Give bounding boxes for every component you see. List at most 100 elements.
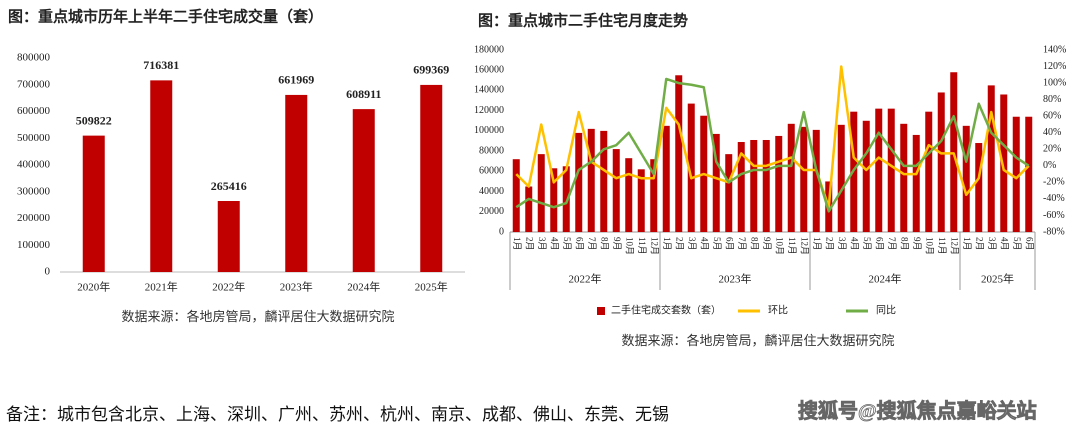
bar — [637, 169, 645, 232]
value-label: 699369 — [413, 63, 449, 77]
bar — [912, 134, 920, 232]
y-tick-label: 400000 — [17, 159, 51, 171]
bar — [537, 154, 545, 232]
x-tick-label: 6月 — [875, 237, 885, 251]
y2-tick-label: 0% — [1043, 160, 1056, 171]
x-tick-label: 7月 — [737, 237, 747, 251]
bar — [750, 139, 758, 232]
x-tick-label: 10月 — [625, 237, 635, 255]
x-tick-label: 2025年 — [415, 280, 448, 294]
bar — [352, 109, 375, 273]
bar — [82, 135, 105, 272]
x-tick-label: 2023年 — [280, 280, 313, 294]
bar — [975, 143, 983, 232]
group-label: 2024年 — [869, 272, 902, 286]
x-tick-label: 11月 — [787, 237, 797, 255]
bar — [650, 159, 658, 232]
y-tick-label: 40000 — [479, 186, 504, 197]
bar — [962, 125, 970, 232]
bar — [612, 149, 620, 232]
x-tick-label: 3月 — [987, 237, 997, 251]
bar — [862, 120, 870, 232]
y-tick-label: 20000 — [479, 206, 504, 217]
footnote: 备注：城市包含北京、上海、深圳、广州、苏州、杭州、南京、成都、佛山、东莞、无锡 — [6, 405, 669, 424]
value-label: 716381 — [143, 58, 179, 72]
bar — [950, 72, 958, 232]
x-tick-label: 11月 — [937, 237, 947, 255]
y-tick-label: 600000 — [17, 105, 51, 117]
bar — [1000, 94, 1008, 232]
y-tick-label: 0 — [45, 266, 51, 278]
bar — [762, 139, 770, 232]
x-tick-label: 9月 — [912, 237, 922, 251]
x-tick-label: 2024年 — [347, 280, 380, 294]
bar — [217, 201, 240, 272]
value-label: 265416 — [211, 179, 247, 193]
y2-tick-label: 120% — [1043, 61, 1066, 72]
bar — [625, 158, 633, 232]
y-tick-label: 300000 — [17, 185, 51, 197]
y2-tick-label: -40% — [1043, 193, 1065, 204]
y-tick-label: 140000 — [474, 85, 504, 96]
x-tick-label: 8月 — [900, 237, 910, 251]
bar — [800, 126, 808, 232]
bar — [987, 85, 995, 232]
bar — [285, 94, 308, 272]
source: 数据来源：各地房管局，麟评居住大数据研究院 — [621, 333, 894, 348]
y2-tick-label: 40% — [1043, 127, 1061, 138]
x-tick-label: 9月 — [612, 237, 622, 251]
x-tick-label: 4月 — [850, 237, 860, 251]
bar — [562, 166, 570, 232]
bar — [775, 135, 783, 232]
x-tick-label: 5月 — [1012, 237, 1022, 251]
y-tick-label: 160000 — [474, 65, 504, 76]
y-tick-label: 700000 — [17, 78, 51, 90]
x-tick-label: 3月 — [537, 237, 547, 251]
bar — [925, 111, 933, 232]
y2-tick-label: 100% — [1043, 77, 1066, 88]
x-tick-label: 2022年 — [212, 280, 245, 294]
bar — [1012, 116, 1020, 232]
x-tick-label: 5月 — [862, 237, 872, 251]
watermark: 搜狐号@搜狐焦点嘉峪关站 — [798, 399, 1037, 423]
bar — [150, 80, 173, 273]
y2-tick-label: 20% — [1043, 144, 1061, 155]
x-tick-label: 11月 — [637, 237, 647, 255]
bar — [662, 125, 670, 232]
bar — [900, 123, 908, 232]
x-tick-label: 1月 — [512, 237, 522, 251]
y2-tick-label: 140% — [1043, 44, 1066, 55]
bar — [525, 186, 533, 232]
bar — [575, 132, 583, 232]
bar — [937, 92, 945, 232]
bar — [512, 159, 520, 232]
x-tick-label: 1月 — [812, 237, 822, 251]
y2-tick-label: 80% — [1043, 94, 1061, 105]
y2-tick-label: -60% — [1043, 210, 1065, 221]
bar — [725, 154, 733, 232]
bar — [837, 124, 845, 232]
group-label: 2023年 — [719, 272, 752, 286]
y-tick-label: 500000 — [17, 132, 51, 144]
x-tick-label: 8月 — [750, 237, 760, 251]
line — [515, 77, 1030, 213]
x-tick-label: 2月 — [975, 237, 985, 251]
bar — [1025, 116, 1033, 232]
chart-title: 图：重点城市二手住宅月度走势 — [478, 11, 688, 29]
x-tick-label: 4月 — [1000, 237, 1010, 251]
x-tick-label: 2月 — [675, 237, 685, 251]
x-tick-label: 6月 — [1025, 237, 1035, 251]
bar — [587, 128, 595, 232]
y-tick-label: 0 — [499, 226, 504, 237]
y-tick-label: 80000 — [479, 145, 504, 156]
x-tick-label: 6月 — [725, 237, 735, 251]
y-tick-label: 200000 — [17, 212, 51, 224]
group-label: 2022年 — [569, 272, 602, 286]
y-tick-label: 180000 — [474, 44, 504, 55]
legend-label: 同比 — [876, 304, 896, 316]
legend-swatch — [597, 307, 605, 315]
x-tick-label: 3月 — [837, 237, 847, 251]
x-tick-label: 12月 — [650, 237, 660, 255]
bar — [887, 108, 895, 232]
